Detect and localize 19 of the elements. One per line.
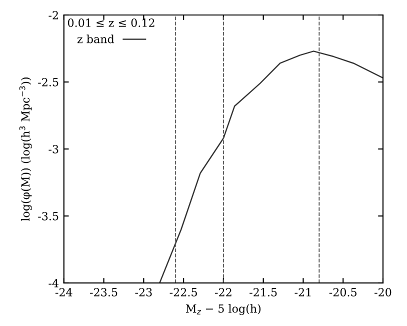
y-tick-label: -3 [48,144,58,154]
y-tick-label: -3.5 [38,212,58,220]
y-tick-label: -2 [48,10,58,20]
x-tick-label: -24 [55,288,72,296]
x-tick-label: -21.5 [250,288,277,296]
x-tick-label: -22.5 [170,288,197,296]
y-axis-title: log(φ(M)) (log(h$^{3}$ Mpc$^{−3}$)) [19,78,32,222]
x-tick-label: -20 [374,288,392,296]
legend-title: 0.01 ≤ z ≤ 0.12 [68,18,154,27]
y-tick-label: -4 [48,278,58,288]
x-tick-label: -23.5 [90,288,118,296]
x-tick-label: -21 [294,288,311,296]
legend-label: z band [77,34,114,44]
x-tick-label: -20.5 [329,288,356,296]
y-tick-label: -2.5 [38,78,58,86]
x-tick-label: -22 [214,288,232,296]
x-axis-title: M$_{z}$ − 5 log(h) [186,304,261,316]
line-series [159,50,383,283]
x-tick-label: -23 [135,288,152,296]
